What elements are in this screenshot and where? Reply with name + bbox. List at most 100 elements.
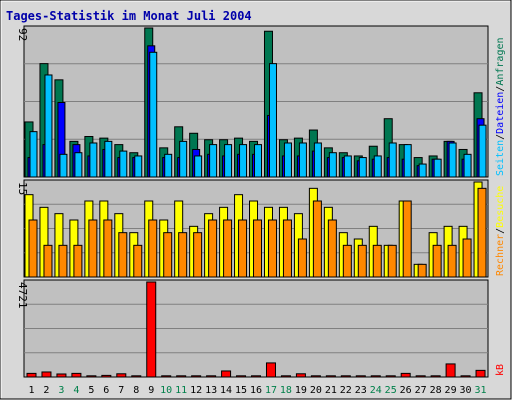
bar-seiten-day-12 — [194, 155, 203, 178]
bar-rechner-day-6 — [103, 219, 113, 278]
bar-rechner-day-24 — [372, 244, 382, 278]
x-tick-label-day-3: 3 — [58, 385, 64, 396]
bar-kb-day-29 — [445, 363, 456, 378]
bar-rechner-day-8 — [133, 244, 143, 278]
x-tick-label-day-21: 21 — [325, 385, 337, 396]
bar-rechner-day-16 — [253, 219, 263, 278]
bar-rechner-day-4 — [73, 244, 83, 278]
bar-kb-day-16 — [251, 375, 262, 378]
bar-kb-day-15 — [236, 375, 247, 378]
panel-hits-files-pages: 92 — [16, 25, 489, 178]
bar-kb-day-14 — [221, 370, 232, 378]
bar-rechner-day-22 — [342, 244, 352, 278]
bar-seiten-day-21 — [328, 152, 337, 178]
x-tick-label-day-18: 18 — [280, 385, 292, 396]
x-tick-label-day-14: 14 — [220, 385, 232, 396]
bar-seiten-day-25 — [388, 142, 397, 178]
bar-kb-day-1 — [26, 372, 37, 378]
bar-seiten-day-30 — [463, 153, 472, 178]
legend-item-rechner: Rechner — [495, 234, 506, 276]
bar-rechner-day-18 — [282, 219, 292, 278]
x-tick-label-day-27: 27 — [415, 385, 427, 396]
bar-seiten-day-11 — [179, 140, 188, 178]
x-tick-label-day-13: 13 — [205, 385, 217, 396]
bar-seiten-day-10 — [164, 153, 173, 178]
x-tick-label-day-12: 12 — [190, 385, 202, 396]
bottom-max-label: 4721 — [16, 282, 29, 309]
bar-rechner-day-31 — [477, 187, 487, 278]
x-tick-label-day-10: 10 — [160, 385, 172, 396]
bar-rechner-day-7 — [118, 232, 128, 278]
bar-kb-day-10 — [161, 375, 172, 378]
x-tick-label-day-1: 1 — [28, 385, 34, 396]
bar-seiten-day-20 — [313, 142, 322, 178]
bar-seiten-day-3 — [59, 153, 68, 178]
bar-kb-day-8 — [131, 375, 142, 378]
chart-title: Tages-Statistik im Monat Juli 2004 — [6, 9, 252, 23]
bar-seiten-day-31 — [478, 124, 487, 178]
x-tick-label-day-20: 20 — [310, 385, 322, 396]
bar-kb-day-28 — [430, 375, 441, 378]
x-tick-label-day-6: 6 — [103, 385, 109, 396]
legend-item-seiten: Seiten — [495, 140, 506, 176]
bar-kb-day-26 — [400, 372, 411, 378]
x-tick-label-day-7: 7 — [118, 385, 124, 396]
bar-seiten-day-27 — [418, 163, 427, 178]
bar-rechner-day-19 — [297, 238, 307, 278]
bar-kb-day-22 — [340, 375, 351, 378]
x-tick-label-day-17: 17 — [265, 385, 277, 396]
bottom-gridlines — [24, 303, 488, 354]
bar-kb-day-6 — [101, 374, 112, 378]
x-tick-label-day-28: 28 — [430, 385, 442, 396]
bar-seiten-day-28 — [433, 158, 442, 178]
legend-bottom: kB — [495, 364, 506, 376]
bar-rechner-day-13 — [208, 219, 218, 278]
legend-top: Seiten/Dateien/Anfragen — [495, 37, 506, 176]
bar-rechner-day-5 — [88, 219, 98, 278]
bar-seiten-day-17 — [268, 63, 277, 178]
bar-rechner-day-12 — [193, 232, 203, 278]
bar-seiten-day-2 — [44, 74, 53, 178]
bar-rechner-day-17 — [267, 219, 277, 278]
x-tick-label-day-25: 25 — [385, 385, 397, 396]
bar-rechner-day-2 — [43, 244, 53, 278]
x-tick-label-day-24: 24 — [370, 385, 382, 396]
x-tick-label-day-22: 22 — [340, 385, 352, 396]
middle-max-label: 15 — [16, 182, 29, 195]
x-tick-label-day-16: 16 — [250, 385, 262, 396]
bar-seiten-day-6 — [104, 140, 113, 178]
bar-seiten-day-7 — [119, 150, 128, 178]
bar-kb-day-4 — [71, 372, 82, 378]
bar-seiten-day-14 — [224, 144, 233, 178]
bar-rechner-day-20 — [312, 200, 322, 278]
bar-rechner-day-28 — [432, 244, 442, 278]
bar-kb-day-19 — [295, 373, 306, 378]
bar-kb-day-25 — [385, 375, 396, 378]
bar-kb-day-18 — [280, 375, 291, 378]
bar-rechner-day-26 — [402, 200, 412, 278]
x-tick-label-day-9: 9 — [148, 385, 154, 396]
legend-group: Seiten/Dateien/Anfragen Rechner/Besuche kB — [495, 37, 506, 376]
bar-seiten-day-15 — [239, 144, 248, 178]
bar-rechner-day-14 — [223, 219, 233, 278]
legend-item-kb: kB — [495, 364, 506, 376]
x-tick-label-day-15: 15 — [235, 385, 247, 396]
bar-rechner-day-1 — [28, 219, 38, 278]
bar-seiten-day-1 — [29, 131, 38, 178]
panel-kbytes: 4721 — [16, 279, 489, 378]
bar-seiten-day-18 — [283, 142, 292, 178]
legend-item-dateien: Dateien — [495, 92, 506, 134]
bar-rechner-day-29 — [447, 244, 457, 278]
bar-kb-day-3 — [56, 373, 67, 378]
bar-seiten-day-26 — [403, 144, 412, 178]
bar-kb-day-27 — [415, 375, 426, 378]
x-tick-label-day-19: 19 — [295, 385, 307, 396]
x-tick-label-day-8: 8 — [133, 385, 139, 396]
bar-rechner-day-10 — [163, 232, 173, 278]
bar-rechner-day-30 — [462, 238, 472, 278]
bar-kb-day-24 — [370, 375, 381, 378]
bar-kb-day-23 — [355, 375, 366, 378]
bar-kb-day-9 — [146, 281, 157, 378]
x-tick-label-day-29: 29 — [445, 385, 457, 396]
